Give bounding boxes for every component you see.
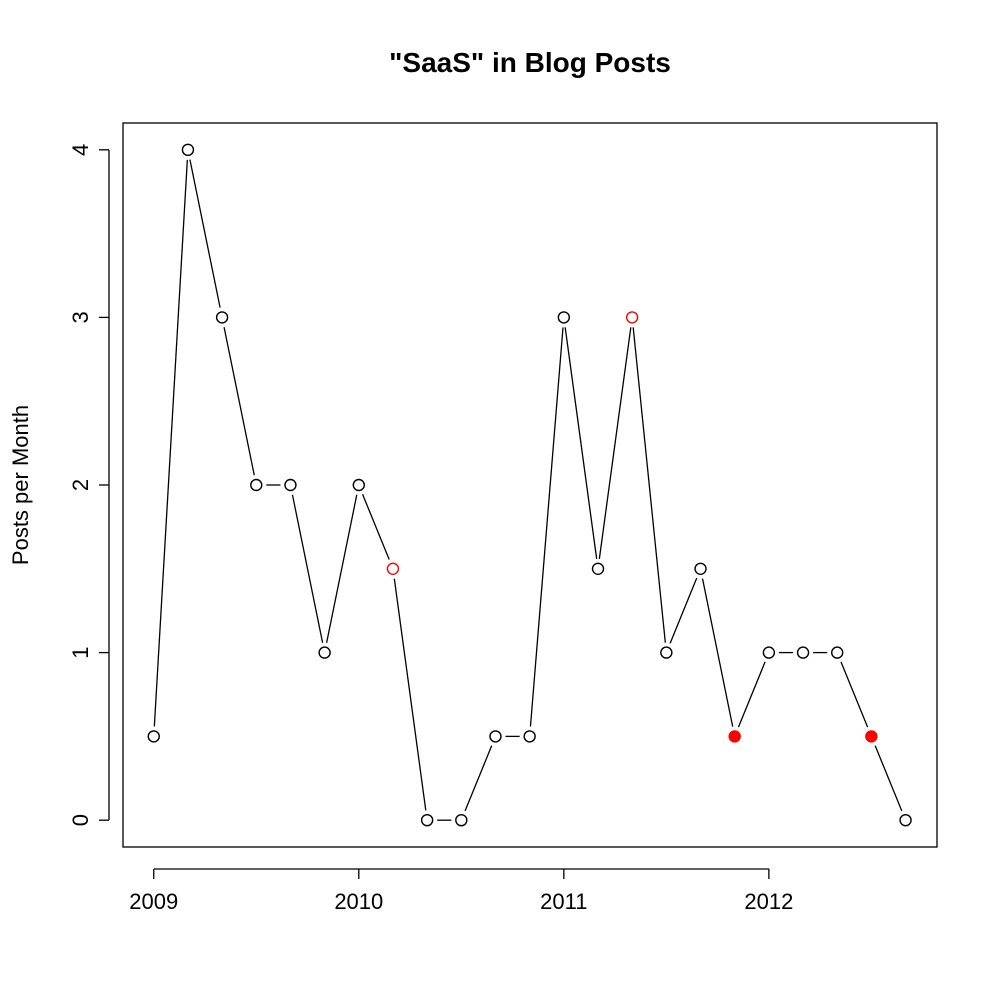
x-tick-label: 2009	[129, 889, 178, 914]
data-point	[625, 311, 639, 324]
data-point	[557, 311, 571, 324]
line-segment	[189, 159, 221, 308]
line-segment	[529, 327, 564, 727]
line-segment	[564, 327, 598, 559]
line-segment	[361, 494, 390, 560]
data-point	[318, 646, 331, 659]
data-point	[420, 813, 434, 827]
y-tick-label: 0	[68, 814, 93, 826]
data-point	[284, 478, 297, 492]
line-segment	[874, 745, 903, 812]
x-tick-label: 2012	[744, 889, 793, 914]
y-axis-label: Posts per Month	[8, 405, 33, 565]
x-axis: 2009 2010 2011 2012	[129, 868, 793, 914]
line-segment	[153, 159, 189, 727]
line-segment	[464, 745, 493, 812]
data-point	[147, 730, 160, 743]
x-tick-label: 2011	[540, 889, 587, 914]
data-point	[386, 562, 400, 575]
y-tick-label: 1	[68, 646, 93, 658]
line-segment	[393, 578, 427, 811]
data-point	[660, 646, 673, 659]
line-segment	[291, 494, 324, 643]
data-point	[489, 730, 502, 743]
line-segment	[840, 661, 869, 728]
data-point	[250, 478, 263, 492]
line-segment	[632, 327, 666, 643]
y-tick-label: 3	[68, 311, 93, 323]
data-point	[215, 311, 229, 324]
data-point	[796, 646, 810, 659]
line-segment	[325, 494, 358, 643]
plot-frame	[122, 122, 938, 848]
series-points	[147, 143, 912, 827]
data-point	[694, 562, 707, 575]
x-tick-label: 2010	[334, 889, 383, 914]
line-segment	[737, 661, 766, 728]
data-point-filled	[728, 730, 741, 743]
data-point	[523, 730, 536, 743]
y-tick-label: 2	[68, 479, 93, 491]
line-segment	[701, 578, 734, 727]
line-segment	[669, 577, 698, 644]
data-point	[455, 813, 468, 827]
line-segment	[598, 327, 632, 559]
data-point	[762, 646, 776, 659]
data-point	[352, 478, 365, 492]
chart-title: "SaaS" in Blog Posts	[389, 47, 671, 78]
data-point	[591, 562, 605, 575]
series-line	[153, 159, 903, 821]
data-point	[181, 143, 195, 157]
y-axis: 0 1 2 3 4	[68, 144, 110, 826]
y-tick-label: 4	[68, 144, 93, 156]
data-point	[899, 813, 912, 827]
data-point	[831, 646, 844, 659]
data-point-filled	[865, 730, 878, 743]
line-segment	[223, 327, 255, 476]
